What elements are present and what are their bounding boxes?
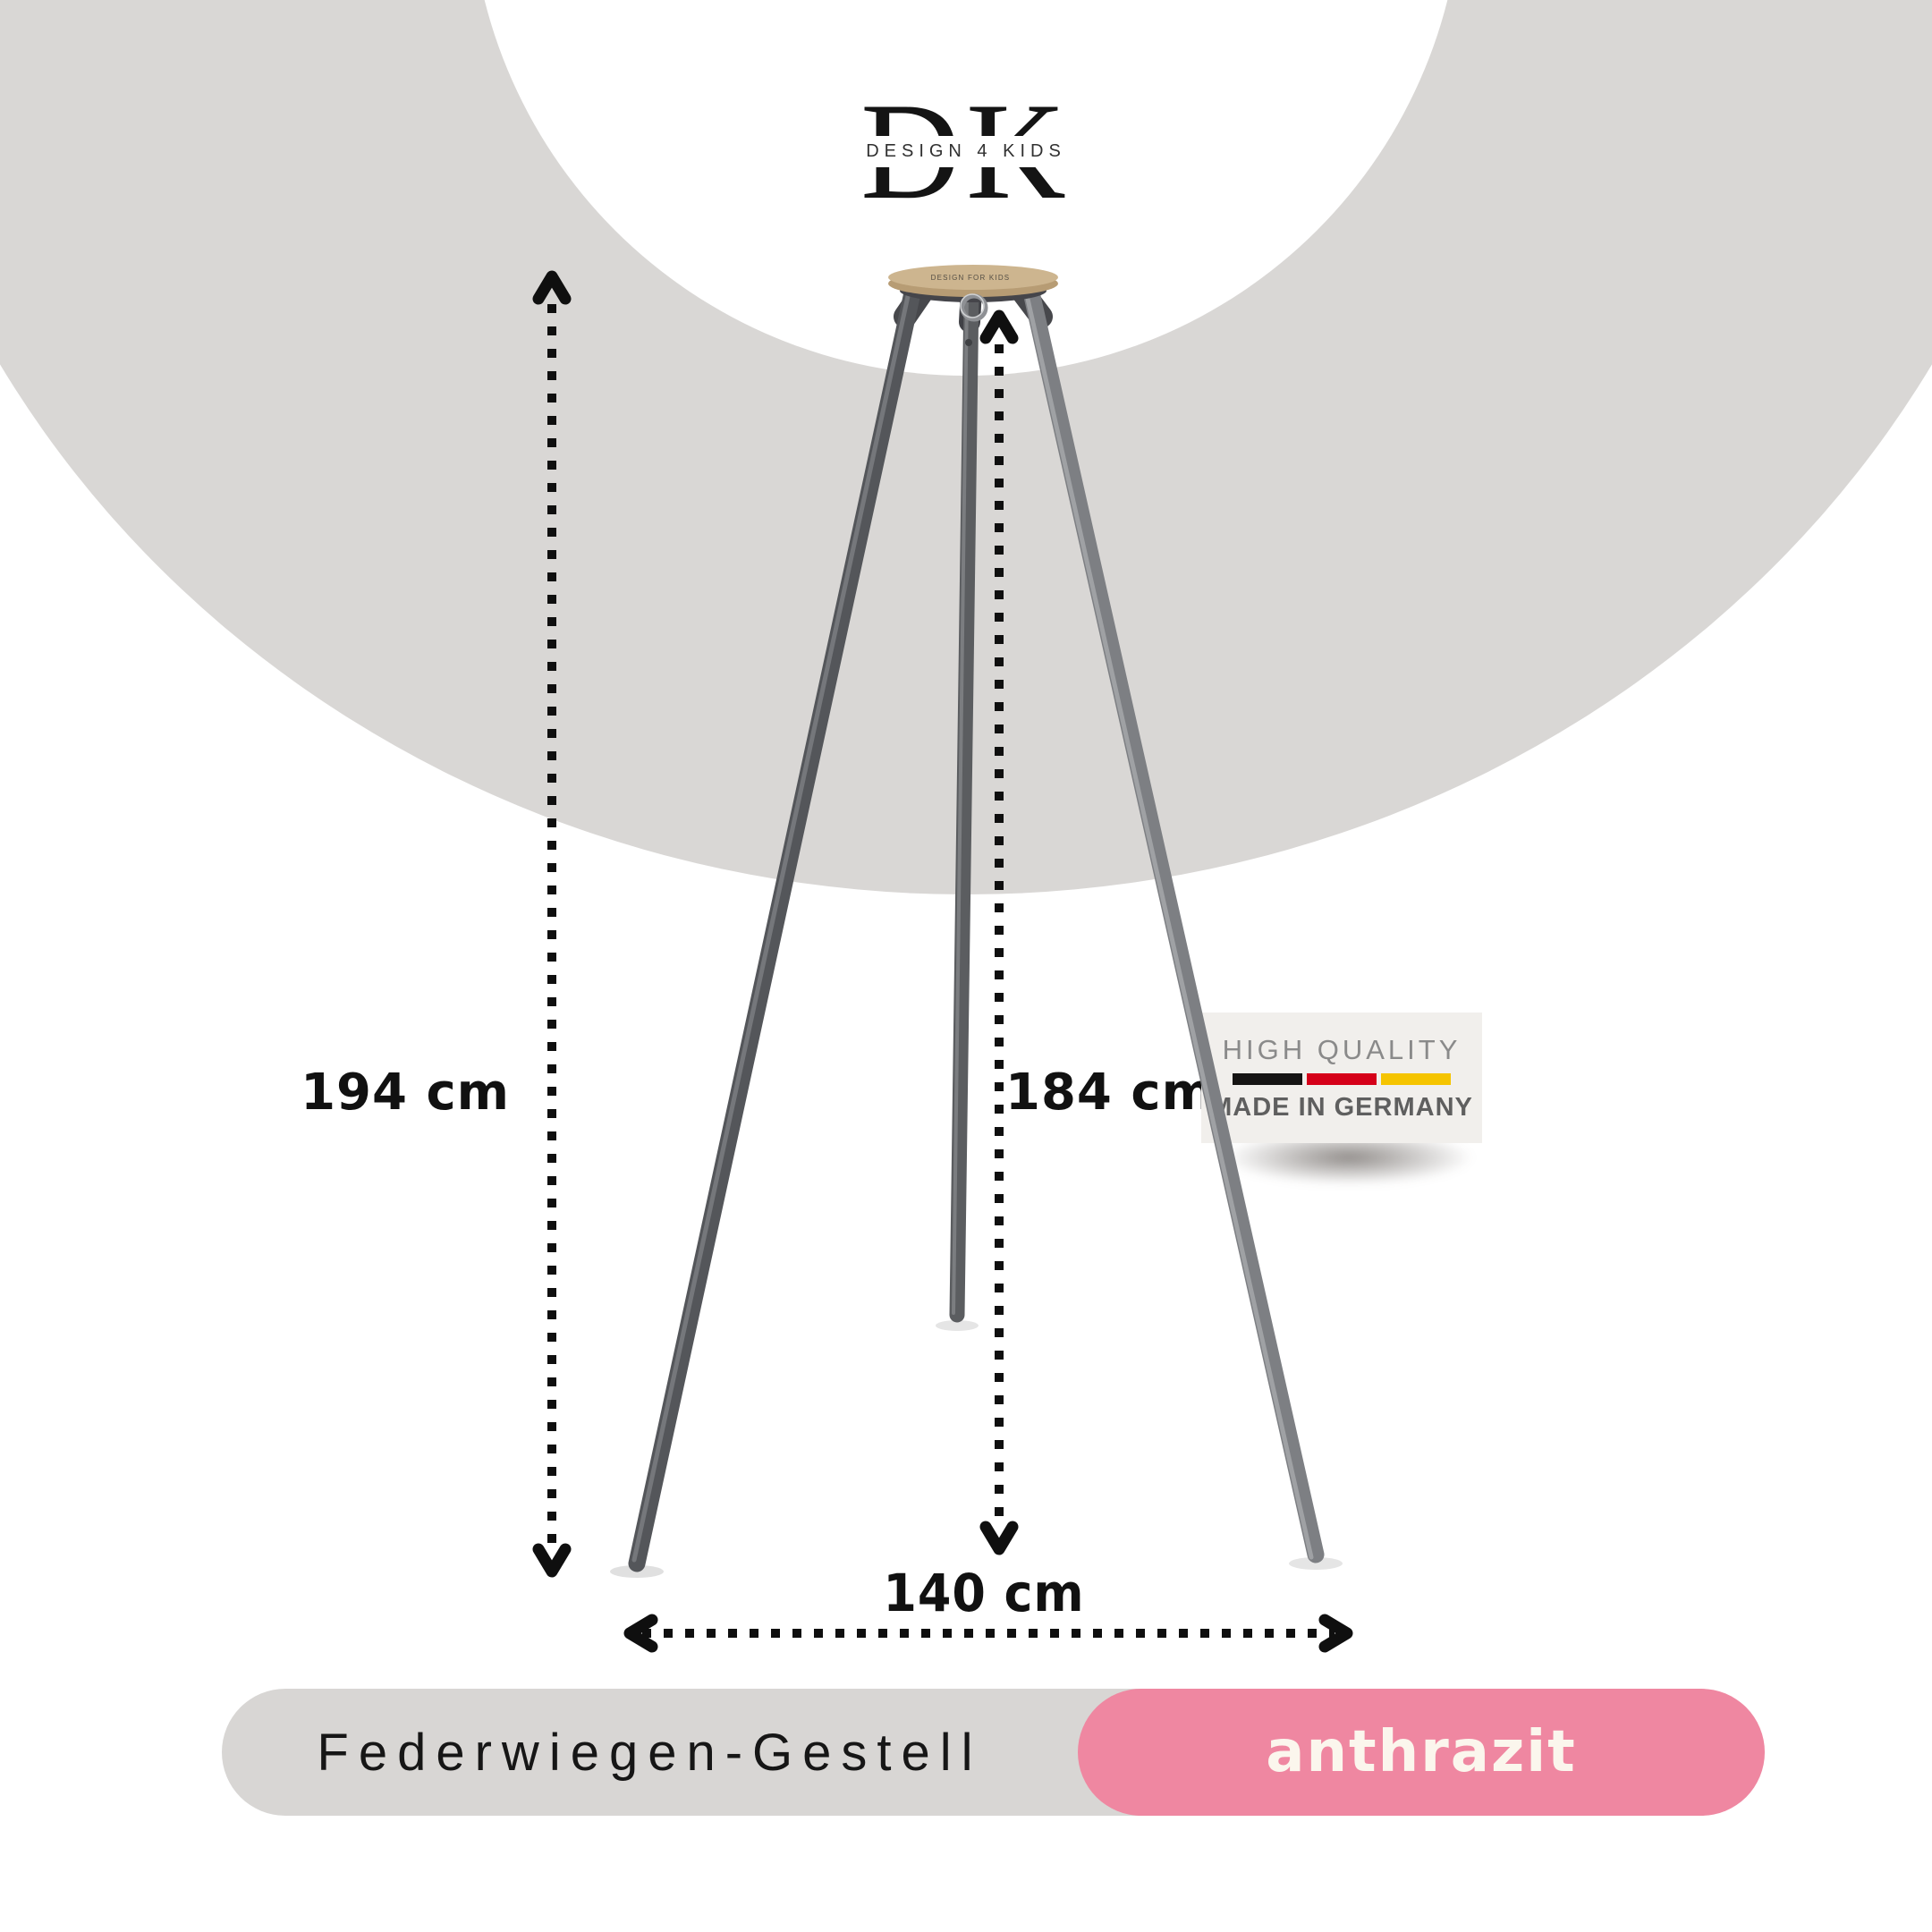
arrowhead-up-icon bbox=[979, 309, 1019, 344]
tripod-leg-left-highlight bbox=[631, 285, 912, 1563]
dimension-arrow-base-width bbox=[623, 1614, 1353, 1653]
arrowhead-down-icon bbox=[979, 1521, 1019, 1555]
tripod-leg-right bbox=[1021, 275, 1325, 1563]
foot-shadow-center bbox=[936, 1320, 979, 1331]
plate-top bbox=[888, 265, 1058, 290]
arrowhead-down-icon bbox=[532, 1543, 572, 1578]
tripod-leg-left bbox=[628, 275, 923, 1572]
flag-stripe-gold bbox=[1381, 1072, 1451, 1085]
german-flag-stripes bbox=[1233, 1072, 1451, 1085]
badge-subtitle: MADE IN GERMANY bbox=[1210, 1092, 1473, 1122]
foot-shadow-right bbox=[1289, 1557, 1343, 1570]
hanging-ring bbox=[960, 293, 988, 322]
dimension-arrow-hook-height bbox=[979, 309, 1019, 1555]
flag-stripe-red bbox=[1307, 1072, 1377, 1085]
dimension-label-hook-height: 184 cm bbox=[1005, 1063, 1215, 1122]
dimension-label-total-height: 194 cm bbox=[301, 1063, 510, 1122]
arrowhead-up-icon bbox=[532, 270, 572, 305]
tripod-leg-right-highlight bbox=[1022, 284, 1314, 1560]
dimension-arrow-total-height bbox=[532, 270, 572, 1578]
badge-title: HIGH QUALITY bbox=[1222, 1033, 1462, 1065]
made-in-germany-badge: HIGH QUALITY MADE IN GERMANY bbox=[1201, 1013, 1482, 1143]
brand-tagline: DESIGN 4 KIDS bbox=[855, 136, 1077, 167]
arrowhead-right-icon bbox=[1318, 1614, 1353, 1653]
tripod-leg-center bbox=[949, 284, 979, 1323]
tripod-leg-center-highlight bbox=[952, 292, 969, 1315]
dimension-arrows bbox=[532, 270, 1353, 1653]
color-variant-pill: anthrazit bbox=[1078, 1689, 1765, 1816]
wooden-top-plate: DESIGN FOR KIDS bbox=[888, 265, 1058, 302]
tripod-legs bbox=[628, 275, 1325, 1572]
plate-engraving: DESIGN FOR KIDS bbox=[931, 274, 1011, 282]
brand-logo: DK DESIGN 4 KIDS bbox=[769, 82, 1163, 225]
arrowhead-left-icon bbox=[623, 1614, 658, 1653]
leg-pin-hole bbox=[965, 339, 972, 346]
dimension-label-base-width: 140 cm bbox=[883, 1563, 1085, 1623]
flag-stripe-black bbox=[1233, 1072, 1302, 1085]
